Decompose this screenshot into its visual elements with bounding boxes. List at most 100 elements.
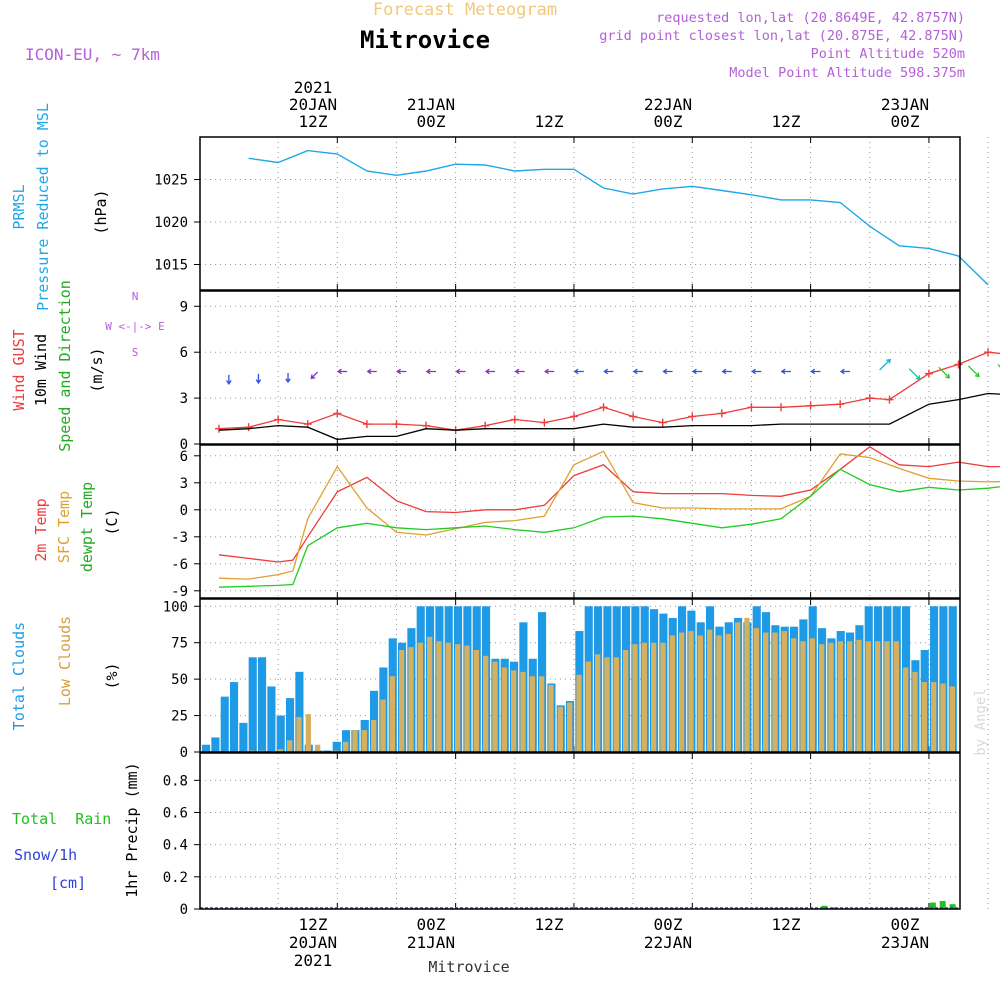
low-cloud-bar — [912, 671, 918, 752]
panel-frame — [199, 752, 961, 910]
panel-4: 0 0.2 0.4 0.6 0.8 — [163, 752, 989, 918]
pressure-unit: (hPa) — [92, 189, 110, 234]
y-tick-label: 0.6 — [163, 806, 188, 822]
snow-unit: [cm] — [50, 874, 86, 892]
bottom-location-label: Mitrovice — [428, 958, 509, 976]
y-tick-label: -9 — [171, 584, 188, 600]
wind-labels: Wind GUST 10m Wind Speed and Direction (… — [10, 280, 165, 452]
wind-arrow — [337, 368, 348, 375]
compass-west-east: W <-|-> E — [105, 320, 165, 333]
wind-arrow — [780, 368, 791, 375]
low-cloud-bar — [595, 654, 601, 752]
low-cloud-bar — [875, 641, 881, 752]
low-cloud-bar — [772, 632, 778, 752]
low-cloud-bar — [520, 671, 526, 752]
wind-arrow — [514, 368, 525, 375]
wind-arrow — [226, 374, 232, 385]
wind-arrow — [396, 368, 407, 375]
bottom-time-label: 00Z — [891, 915, 920, 934]
gust-marker — [244, 423, 253, 432]
wind-arrow — [938, 366, 951, 379]
low-cloud-bar — [856, 639, 862, 752]
gust-marker — [836, 400, 845, 409]
y-tick-label: 1020 — [154, 215, 188, 231]
low-cloud-bar — [399, 650, 405, 752]
top-date-label: 20JAN — [289, 95, 337, 114]
panel-0: 1015 1020 1025 — [154, 136, 989, 291]
low-cloud-bar — [632, 644, 638, 752]
bottom-date-label: 21JAN — [407, 933, 455, 952]
low-cloud-bar — [501, 667, 507, 752]
wind-arrow — [484, 368, 496, 375]
y-tick-label: 3 — [180, 476, 188, 492]
pressure-labels: PRMSL Pressure Reduced to MSL (hPa) — [10, 103, 110, 311]
low-cloud-bar — [688, 631, 694, 752]
low-cloud-bar — [305, 714, 311, 752]
model-label: ICON-EU, ~ 7km — [25, 45, 160, 64]
y-tick-label: 0 — [180, 745, 188, 761]
low-cloud-bar — [697, 635, 703, 752]
wind-unit: (m/s) — [88, 347, 106, 392]
bottom-date-label: 22JAN — [644, 933, 692, 952]
total-cloud-bar — [286, 698, 295, 752]
low-cloud-bar — [641, 642, 647, 752]
low-cloud-bar — [483, 655, 489, 752]
low-cloud-bar — [903, 667, 909, 752]
temp-labels: 2m Temp SFC Temp dewpt Temp (C) — [32, 482, 121, 572]
cloud-labels: Total Clouds Low Clouds (%) — [10, 616, 121, 730]
gust-marker — [688, 412, 697, 421]
top-date-label: 21JAN — [407, 95, 455, 114]
y-tick-label: 25 — [171, 709, 188, 725]
precip-labels: Total Rain Snow/1h [cm] 1hr Precip (mm) — [12, 762, 141, 897]
low-cloud-bar — [791, 638, 797, 752]
top-time-label: 00Z — [654, 112, 683, 131]
temp-unit: (C) — [103, 508, 121, 535]
grid-point-lonlat: grid point closest lon,lat (20.875E, 42.… — [599, 28, 965, 44]
prmsl-label: PRMSL — [10, 184, 28, 229]
wind-arrow — [721, 368, 732, 375]
y-tick-label: 0 — [180, 503, 188, 519]
low-cloud-bar — [949, 686, 955, 752]
low-cloud-bar — [613, 657, 619, 752]
low-cloud-bar — [651, 642, 657, 752]
low-cloud-bar — [417, 642, 423, 752]
low-cloud-bar — [539, 676, 545, 752]
low-cloud-bar — [529, 676, 535, 752]
gust-marker — [215, 424, 223, 433]
total-cloud-bar — [239, 722, 248, 752]
low-cloud-bar — [679, 632, 685, 752]
gust-marker — [333, 409, 342, 418]
wind-arrow — [632, 368, 643, 375]
gust-marker — [599, 403, 608, 412]
gust-marker — [392, 420, 401, 429]
low-cloud-bar — [716, 635, 722, 752]
y-tick-label: 9 — [180, 299, 188, 315]
wind-arrow — [455, 368, 466, 375]
top-time-axis: 2021 20JAN 12Z 21JAN 00Z 12Z 22JAN 00Z 1… — [289, 78, 929, 131]
y-tick-label: -6 — [171, 557, 188, 573]
total-cloud-bar — [939, 606, 948, 752]
low-cloud-bar — [436, 641, 442, 752]
bottom-date-label: 20JAN — [289, 933, 337, 952]
low-clouds-label: Low Clouds — [56, 616, 74, 706]
panel-1: 0 3 6 9 — [180, 290, 1000, 453]
sfc-temp-label: SFC Temp — [55, 491, 73, 563]
low-cloud-bar — [931, 682, 937, 752]
gust-marker — [717, 409, 726, 418]
wind-arrow — [425, 368, 436, 375]
model-point-altitude: Model Point Altitude 598.375m — [729, 65, 965, 81]
dewpt-temp-label: dewpt Temp — [78, 482, 96, 572]
clouds-unit: (%) — [103, 662, 121, 689]
rain-label: Total Rain — [12, 810, 111, 828]
low-cloud-bar — [464, 645, 470, 752]
low-cloud-bar — [371, 719, 377, 752]
low-cloud-bar — [296, 717, 302, 752]
gust-marker — [569, 412, 578, 421]
top-date-label: 22JAN — [644, 95, 692, 114]
gust-marker — [954, 360, 963, 369]
low-cloud-bar — [455, 644, 461, 752]
wind-arrow — [310, 371, 319, 380]
bottom-time-label: 00Z — [654, 915, 683, 934]
low-cloud-bar — [893, 641, 899, 752]
bottom-year-label: 2021 — [294, 951, 333, 970]
